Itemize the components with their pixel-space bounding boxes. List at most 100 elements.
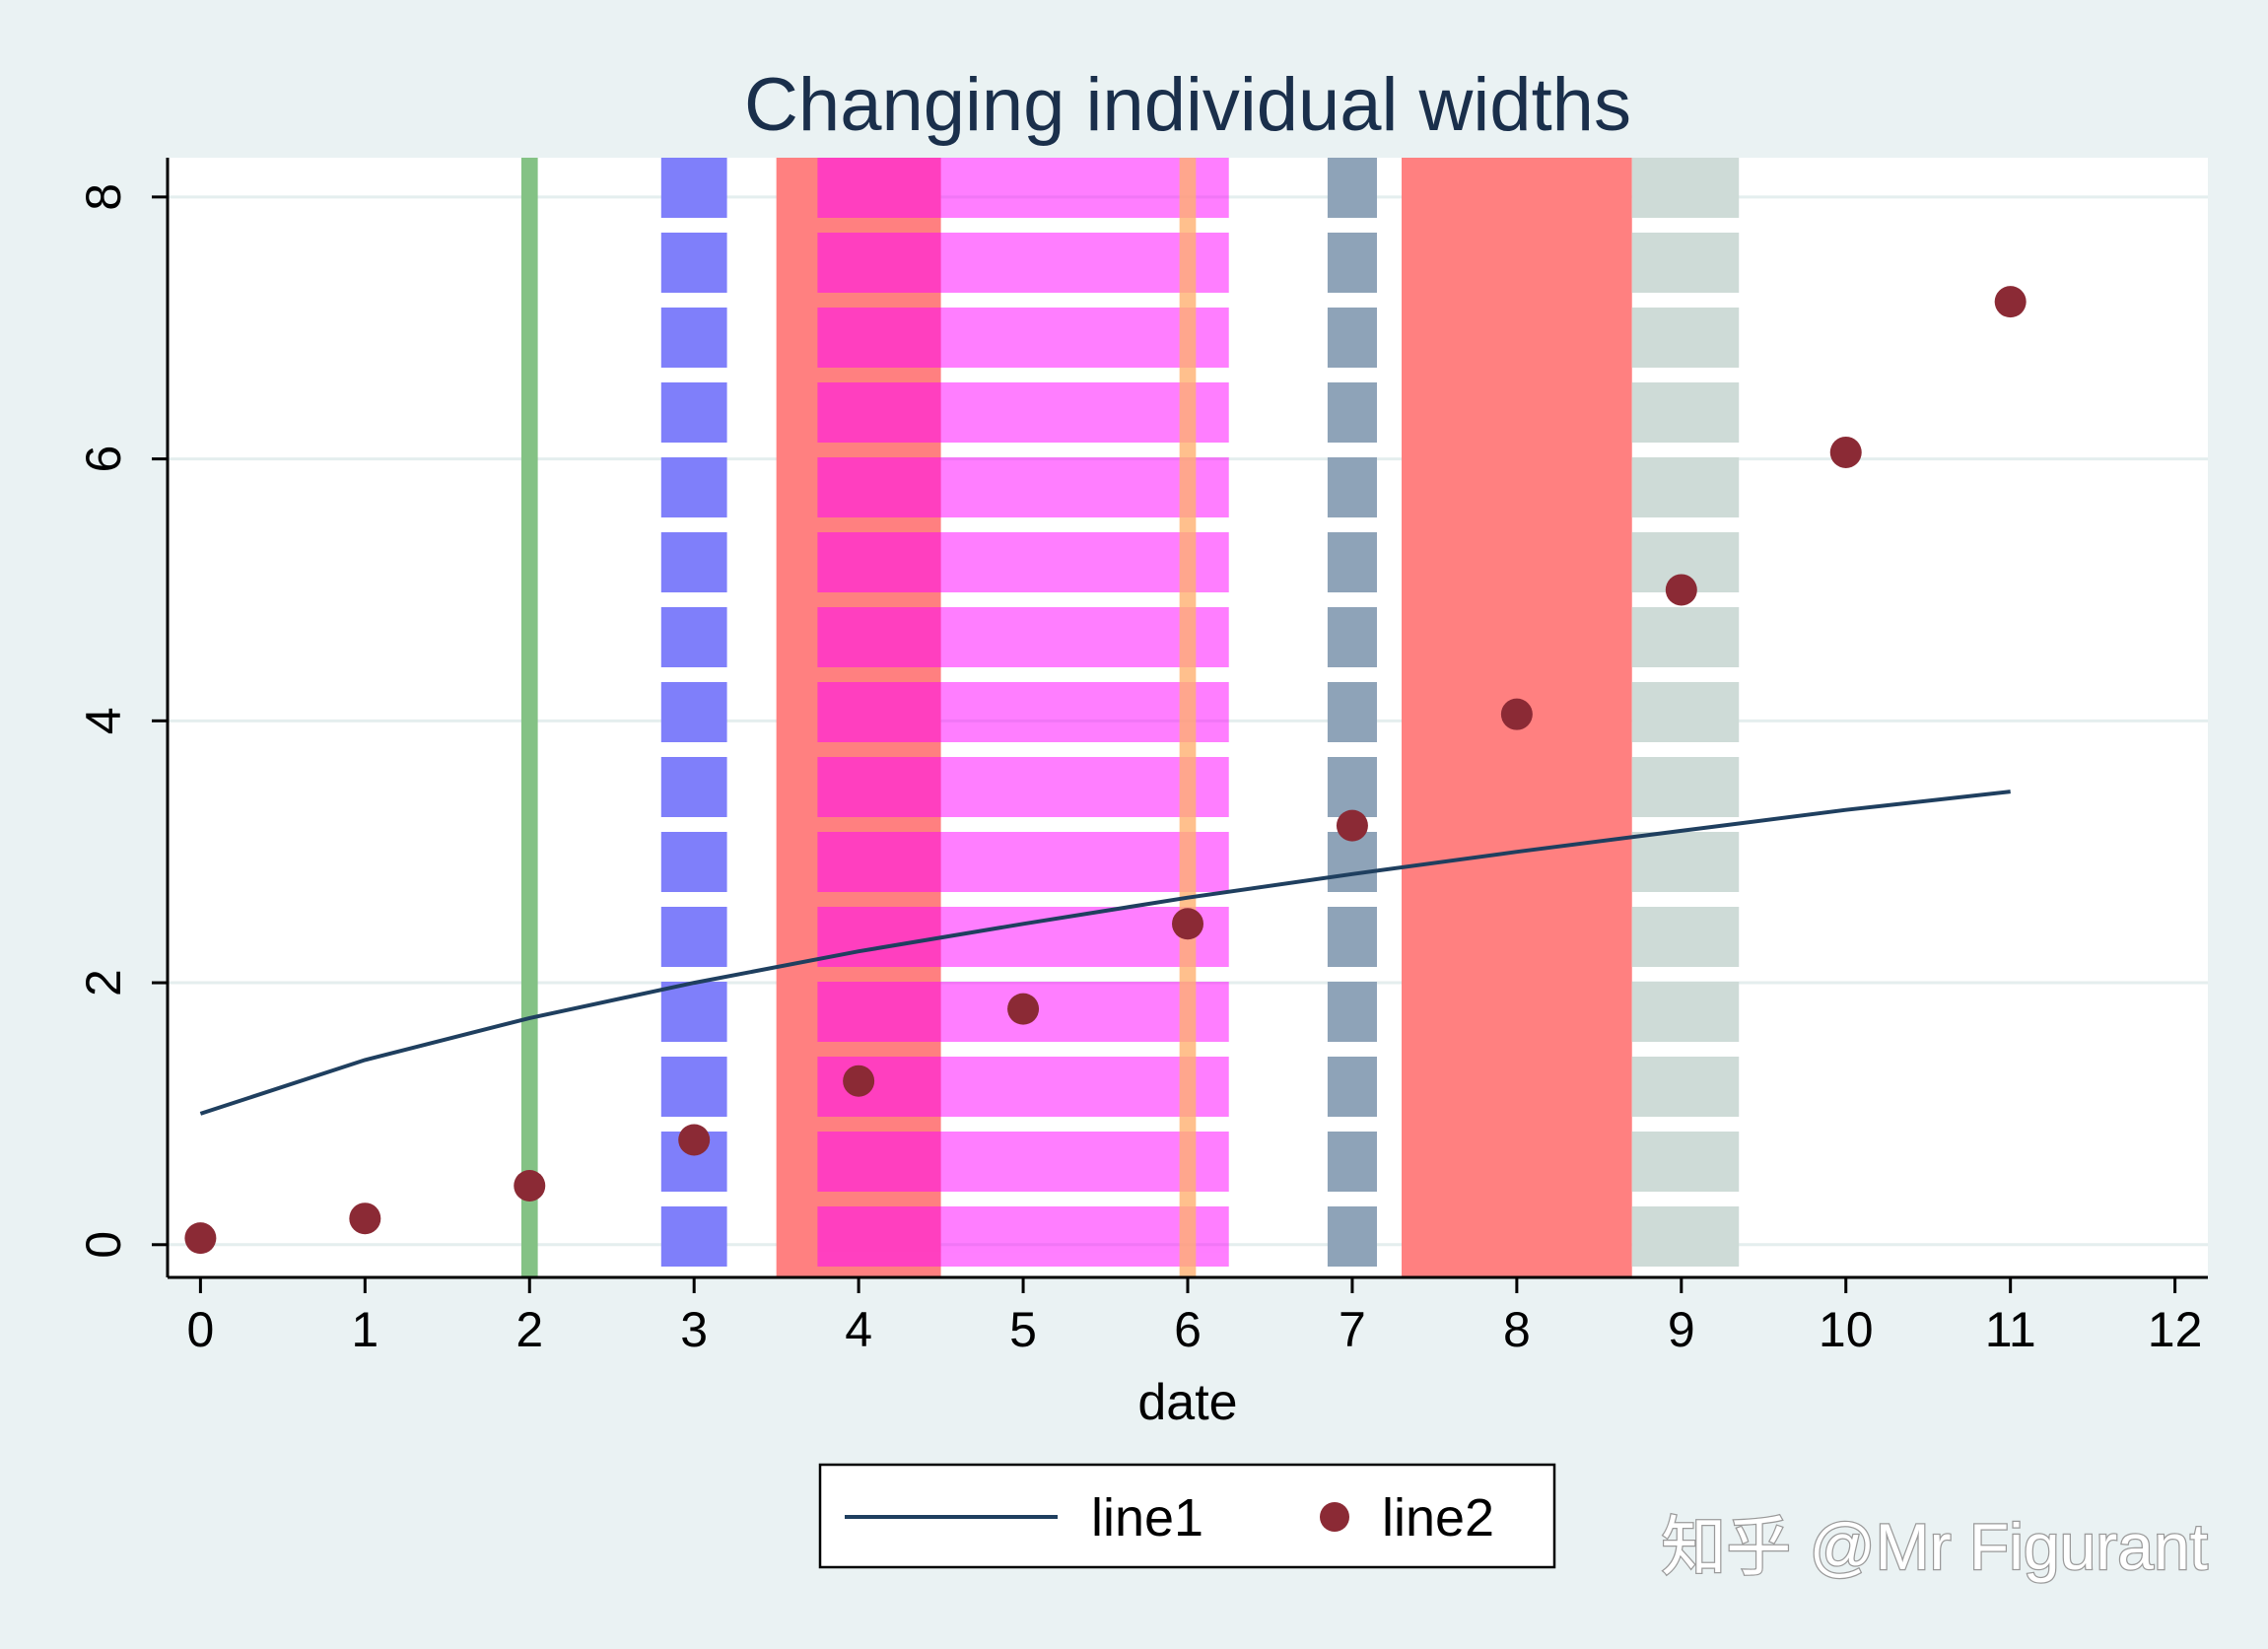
band-3-segment: [817, 532, 1229, 592]
band-7-segment: [1631, 682, 1740, 742]
band-4: [1179, 158, 1197, 1277]
legend-line2-swatch: [1320, 1502, 1349, 1532]
shaded-bands: [520, 158, 1740, 1277]
band-7-segment: [1631, 907, 1740, 967]
band-1-segment: [660, 907, 727, 967]
band-3-segment: [817, 607, 1229, 667]
band-5-segment: [1327, 158, 1377, 218]
watermark: 知乎 @Mr Figurant: [1661, 1510, 2208, 1583]
band-5-segment: [1327, 907, 1377, 967]
band-3-segment: [817, 158, 1229, 218]
band-1-segment: [660, 982, 727, 1042]
x-tick-label: 1: [351, 1302, 378, 1357]
band-1-segment: [660, 308, 727, 368]
x-axis-title: date: [1137, 1374, 1237, 1431]
x-tick-label: 11: [1985, 1302, 2036, 1357]
band-1-segment: [660, 1057, 727, 1117]
line2-point: [184, 1222, 217, 1255]
line2-point: [1665, 574, 1697, 606]
y-tick-label: 0: [76, 1231, 131, 1259]
band-3-segment: [817, 1206, 1229, 1267]
band-1-segment: [660, 382, 727, 443]
series-line1-line: [199, 790, 2011, 1116]
band-7-segment: [1631, 757, 1740, 817]
band-7-segment: [1631, 457, 1740, 517]
x-tick-label: 8: [1503, 1302, 1531, 1357]
series-line2-points: [184, 286, 2027, 1255]
band-3-segment: [817, 382, 1229, 443]
band-1-segment: [660, 532, 727, 592]
legend: line1 line2: [818, 1463, 1556, 1569]
band-7-segment: [1631, 308, 1740, 368]
line2-point: [514, 1169, 546, 1202]
band-5-segment: [1327, 457, 1377, 517]
band-3: [817, 158, 1229, 1267]
band-3-segment: [817, 308, 1229, 368]
band-0: [520, 158, 538, 1277]
band-5-segment: [1327, 832, 1377, 892]
x-tick-label: 3: [680, 1302, 708, 1357]
y-tick-label: 2: [76, 969, 131, 996]
band-1-segment: [660, 158, 727, 218]
x-tick-label: 10: [1819, 1302, 1874, 1357]
band-1-segment: [660, 457, 727, 517]
y-tick-label: 6: [76, 446, 131, 473]
band-7-segment: [1631, 607, 1740, 667]
band-3-segment: [817, 832, 1229, 892]
band-3-segment: [817, 757, 1229, 817]
band-5-segment: [1327, 757, 1377, 817]
band-5-segment: [1327, 1206, 1377, 1267]
band-5-segment: [1327, 233, 1377, 293]
line2-point: [678, 1124, 711, 1156]
band-1-segment: [660, 233, 727, 293]
band-1: [660, 158, 727, 1267]
band-3-segment: [817, 233, 1229, 293]
x-tick-label: 2: [515, 1302, 543, 1357]
y-tick-label: 4: [76, 707, 131, 734]
line2-point: [349, 1202, 381, 1235]
band-7-segment: [1631, 982, 1740, 1042]
x-tick-label: 5: [1009, 1302, 1037, 1357]
band-5-segment: [1327, 682, 1377, 742]
band-3-segment: [817, 1057, 1229, 1117]
line2-point: [843, 1065, 875, 1097]
x-tick-label: 7: [1339, 1302, 1366, 1357]
band-3-segment: [817, 1132, 1229, 1192]
band-5-segment: [1327, 982, 1377, 1042]
x-tick-label: 6: [1174, 1302, 1202, 1357]
band-5-segment: [1327, 607, 1377, 667]
band-7-segment: [1631, 1057, 1740, 1117]
band-3-segment: [817, 907, 1229, 967]
band-7-segment: [1631, 1132, 1740, 1192]
line2-point: [1007, 993, 1040, 1025]
x-tick-label: 9: [1668, 1302, 1695, 1357]
band-5-segment: [1327, 1057, 1377, 1117]
band-1-segment: [660, 682, 727, 742]
x-tick-label: 0: [186, 1302, 214, 1357]
band-1-segment: [660, 832, 727, 892]
legend-line1-label: line1: [1091, 1488, 1203, 1547]
band-7-segment: [1631, 832, 1740, 892]
x-tick-label: 12: [2148, 1302, 2203, 1357]
band-1-segment: [660, 757, 727, 817]
y-tick-label: 8: [76, 183, 131, 211]
band-5-segment: [1327, 1132, 1377, 1192]
line2-point: [1829, 436, 1862, 468]
band-7-segment: [1631, 382, 1740, 443]
band-1-segment: [660, 1206, 727, 1267]
band-7: [1631, 158, 1740, 1267]
band-1-segment: [660, 607, 727, 667]
band-7-segment: [1631, 158, 1740, 218]
y-axis-ticks: 0 2 4 6 8: [76, 183, 168, 1259]
line2-point: [1994, 286, 2027, 318]
chart-title: Changing individual widths: [744, 63, 1631, 147]
band-7-segment: [1631, 233, 1740, 293]
x-tick-label: 4: [845, 1302, 872, 1357]
line2-point: [1500, 698, 1533, 730]
band-3-segment: [817, 682, 1229, 742]
line2-point: [1336, 809, 1368, 842]
band-5-segment: [1327, 532, 1377, 592]
x-axis-ticks: 0 1 2 3 4 5 6 7 8 9 10 11 12: [186, 1277, 2202, 1357]
